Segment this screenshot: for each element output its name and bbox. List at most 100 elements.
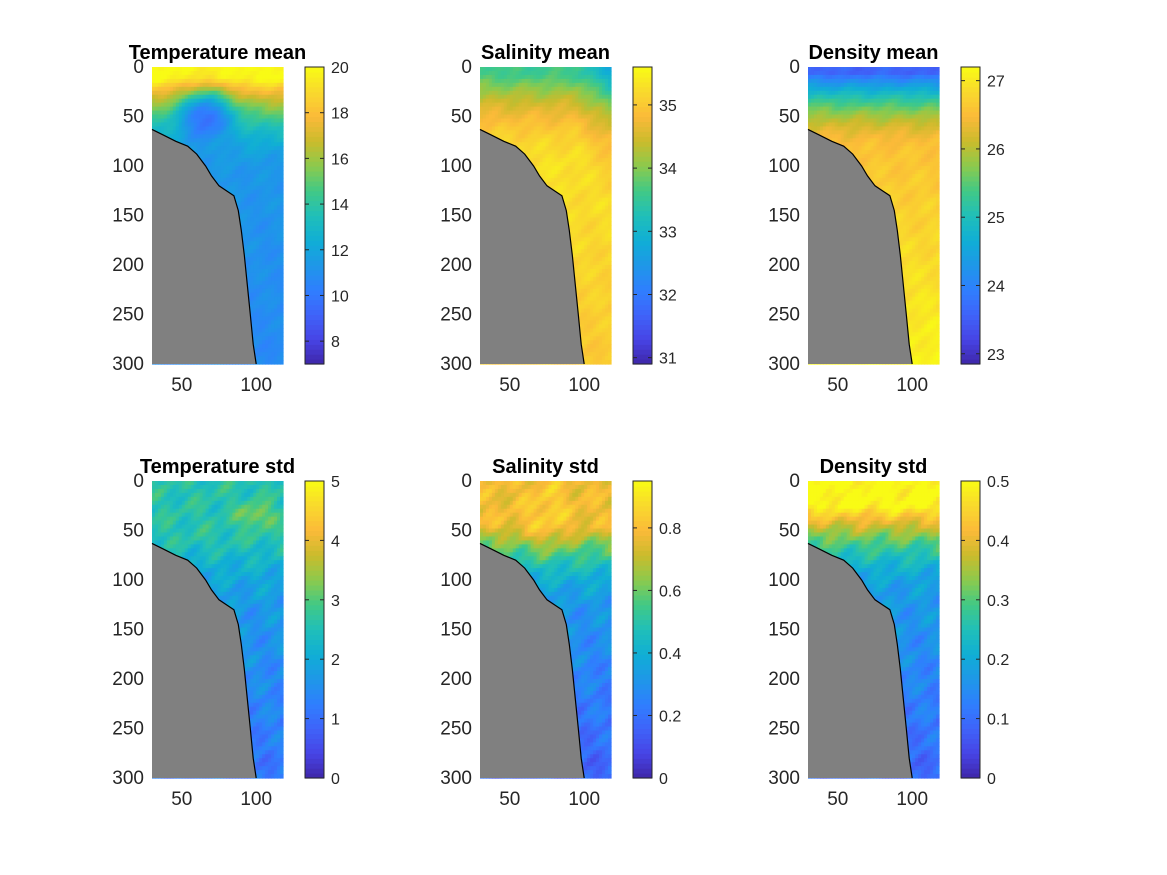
field-cell [232,177,236,183]
field-cell [509,106,514,112]
field-cell [202,150,207,155]
field-cell [250,114,254,120]
field-cell [268,312,272,318]
field-cell [241,237,245,242]
field-cell [274,134,278,139]
field-cell [154,110,159,116]
field-cell [208,138,213,143]
field-cell [250,280,254,286]
field-cell [271,265,275,270]
field-cell [256,189,260,195]
field-cell [247,189,251,195]
field-cell [262,360,266,365]
field-cell [205,154,210,159]
field-cell [506,126,511,131]
field-cell [205,162,210,167]
field-cell [220,94,225,100]
field-cell [265,229,269,234]
field-cell [480,90,484,96]
field-cell [244,181,248,187]
field-cell [265,296,269,302]
field-cell [503,130,508,135]
colorbar-segment [305,284,324,291]
field-cell [536,94,541,100]
field-cell [181,130,186,135]
field-cell [193,78,198,84]
field-cell [244,154,248,159]
field-cell [530,70,535,76]
field-cell [485,82,490,88]
field-cell [509,114,514,120]
field-cell [506,94,511,100]
field-cell [500,94,505,100]
field-cell [280,126,284,131]
field-cell [491,130,496,135]
field-cell [169,126,174,131]
field-cell [220,166,225,171]
colorbar-segment [305,131,324,137]
field-cell [491,78,496,84]
field-cell [247,225,251,230]
field-cell [253,225,257,230]
field-cell [205,134,210,139]
field-cell [193,67,198,72]
field-cell [542,114,547,120]
field-cell [178,78,183,84]
field-cell [280,150,284,155]
field-cell [515,134,520,139]
field-cell [208,169,213,175]
field-cell [262,241,266,246]
colorbar-segment [305,111,324,118]
field-cell [542,118,547,124]
field-cell [238,86,242,92]
field-cell [208,94,213,100]
field-cell [259,249,263,254]
field-cell [235,142,239,147]
field-cell [259,356,263,361]
field-cell [220,130,225,135]
field-cell [187,122,192,127]
field-cell [536,78,541,84]
field-cell [196,67,201,72]
field-cell [184,118,189,124]
field-cell [509,67,514,72]
field-cell [223,142,228,147]
field-cell [268,130,272,135]
field-cell [181,126,186,131]
field-cell [256,90,260,96]
field-cell [274,296,278,302]
field-cell [196,138,201,143]
field-cell [235,166,239,171]
field-cell [253,173,257,179]
field-cell [277,197,281,203]
field-cell [259,324,263,329]
field-cell [274,241,278,246]
field-cell [539,114,544,120]
field-cell [232,166,236,171]
field-cell [536,106,541,112]
field-cell [241,162,245,167]
field-cell [277,328,281,333]
field-cell [515,110,520,116]
field-cell [277,130,281,135]
field-cell [238,158,242,163]
field-cell [527,146,532,151]
field-cell [262,292,266,298]
field-cell [152,82,156,88]
field-cell [277,340,281,345]
field-cell [247,134,251,139]
field-cell [187,82,192,88]
field-cell [184,82,189,88]
field-cell [277,280,281,286]
field-cell [250,312,254,318]
field-cell [527,118,532,124]
field-cell [193,106,198,112]
field-cell [542,142,547,147]
field-cell [220,134,225,139]
coastline [151,128,257,365]
field-cell [202,78,207,84]
field-cell [274,253,278,258]
field-cell [172,102,177,108]
field-cell [181,98,186,104]
field-cell [527,70,532,76]
